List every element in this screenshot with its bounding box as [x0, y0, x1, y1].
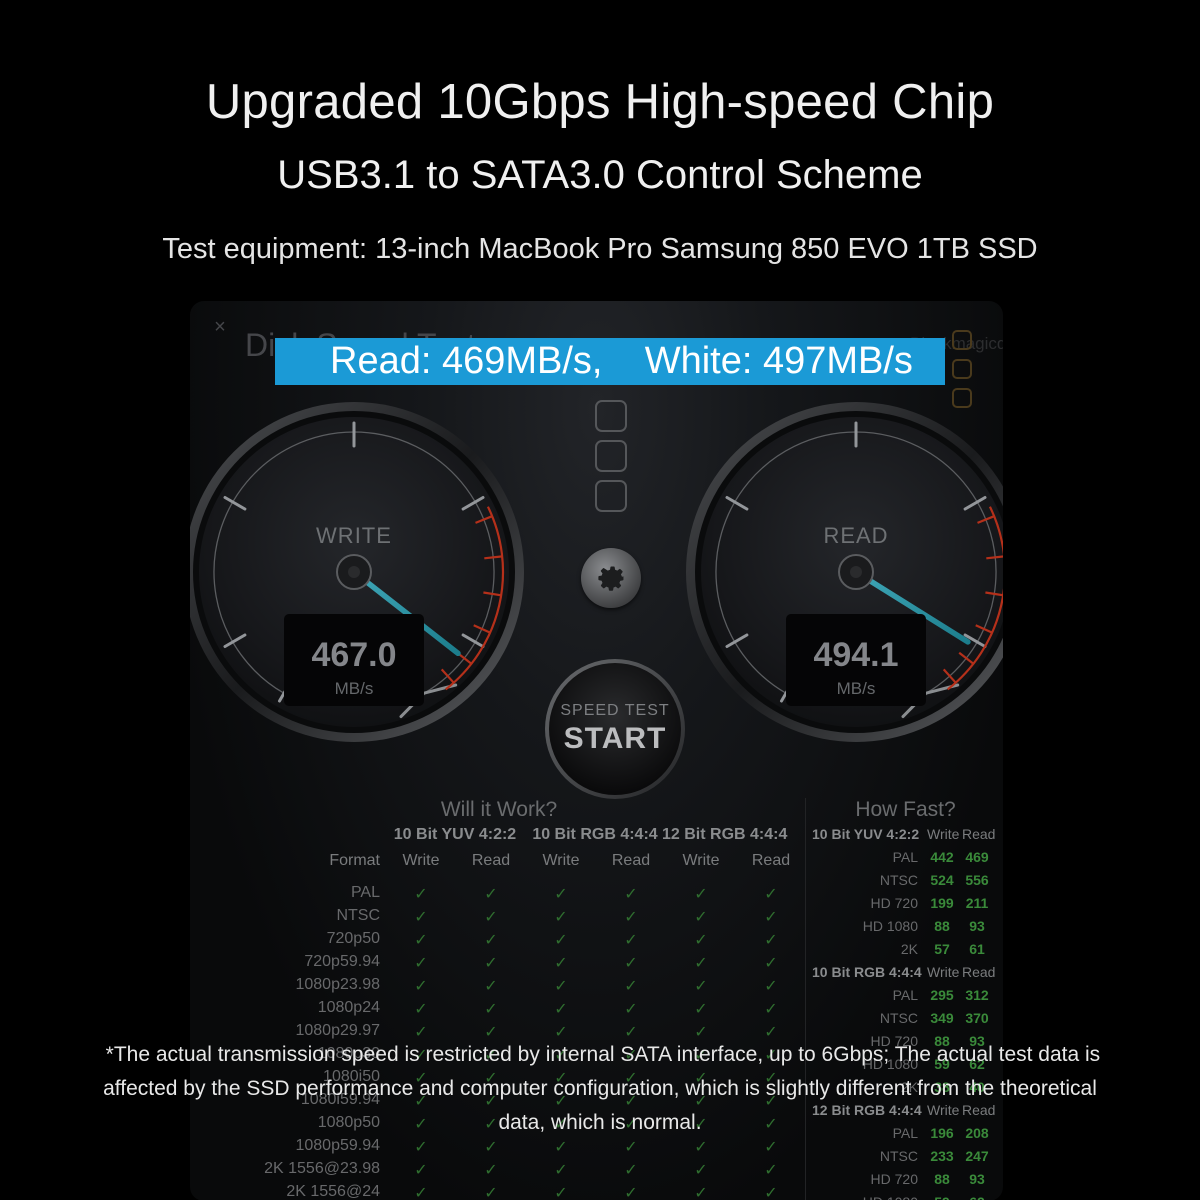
svg-text:467.0: 467.0: [311, 636, 396, 674]
svg-text:READ: READ: [823, 523, 888, 548]
svg-text:WRITE: WRITE: [316, 523, 392, 548]
svg-text:MB/s: MB/s: [837, 679, 876, 698]
svg-text:494.1: 494.1: [813, 636, 898, 674]
svg-text:MB/s: MB/s: [335, 679, 374, 698]
